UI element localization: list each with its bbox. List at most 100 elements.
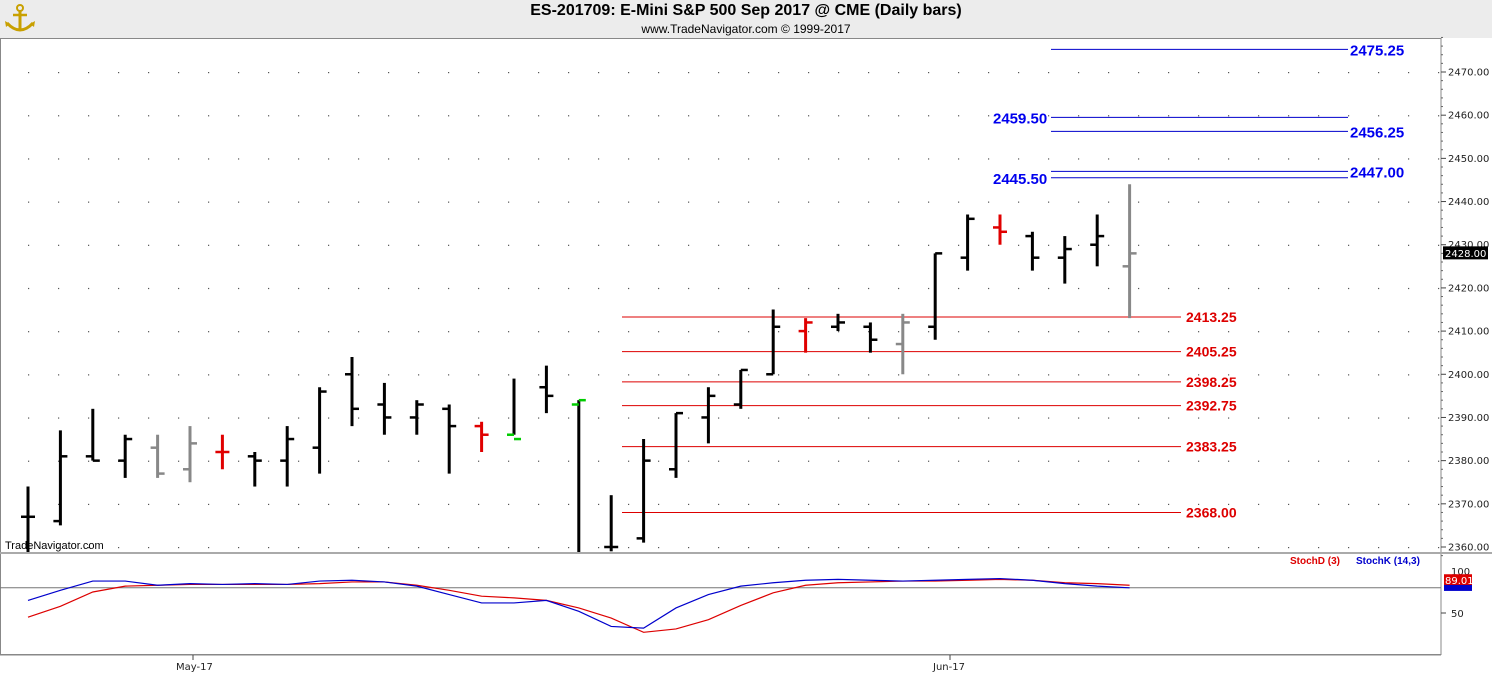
grid-dot [628,287,630,290]
grid-dot [208,287,210,290]
grid-dot [508,115,510,117]
grid-dot [388,244,390,246]
grid-dot [898,547,900,549]
grid-dot [808,374,810,376]
grid-dot [1378,547,1380,549]
grid-dot [208,547,210,549]
grid-dot [1228,331,1230,333]
grid-dot [478,158,480,160]
grid-dot [1408,244,1410,246]
grid-dot [1168,244,1170,246]
grid-dot [298,244,300,246]
grid-dot [1228,460,1230,462]
grid-dot [1318,460,1320,462]
ohlc-bar [118,434,133,478]
grid-dot [178,115,180,117]
grid-dot [598,244,600,246]
grid-dot [478,72,480,74]
grid-dot [1138,244,1140,246]
grid-dot [1018,72,1020,74]
grid-dot [1228,201,1230,203]
grid-dot [58,374,60,376]
grid-dot [988,201,990,203]
grid-dot [658,331,660,333]
grid-dot [478,417,480,419]
grid-dot [28,374,30,376]
grid-dot [778,460,780,462]
grid-dot [1228,72,1230,74]
grid-dot [1348,115,1350,117]
grid-dot [718,158,720,160]
grid-dot [718,244,720,246]
grid-dot [748,158,750,160]
grid-dot [358,201,360,203]
grid-dot [928,115,930,117]
grid-dot [1108,72,1110,74]
grid-dot [208,374,210,376]
ohlc-bar [442,404,457,474]
grid-dot [1348,547,1350,549]
grid-dot [1318,331,1320,333]
grid-dot [268,331,270,333]
grid-dot [1408,158,1410,160]
grid-dot [1048,331,1050,333]
grid-dot [568,417,570,419]
grid-dot [178,331,180,333]
grid-dot [28,460,30,462]
grid-dot [778,244,780,246]
grid-dot [868,547,870,549]
anchor-logo-icon [5,4,35,32]
grid-dot [238,417,240,419]
grid-dot [868,72,870,74]
grid-dot [1318,374,1320,376]
grid-dot [718,287,720,290]
grid-dot [958,201,960,203]
grid-dot [1438,158,1440,160]
stoch-last-box-d [1444,574,1472,587]
grid-dot [1438,331,1440,333]
grid-dot [1048,460,1050,462]
grid-dot [298,331,300,333]
grid-dot [238,503,240,506]
level-label: 2392.75 [1186,398,1237,414]
x-axis-tick-label: Jun-17 [932,662,965,673]
grid-dot [1378,460,1380,462]
ohlc-bar [1057,236,1072,284]
grid-dot [1078,331,1080,333]
grid-dot [748,72,750,74]
grid-dot [598,287,600,290]
grid-dot [358,460,360,462]
grid-dot [328,503,330,506]
grid-dot [628,417,630,419]
grid-dot [1168,201,1170,203]
level-label: 2383.25 [1186,439,1237,455]
grid-dot [148,201,150,203]
grid-dot [1348,374,1350,376]
grid-dot [268,503,270,506]
grid-dot [1078,547,1080,549]
grid-dot [928,547,930,549]
grid-dot [1138,287,1140,290]
grid-dot [1108,158,1110,160]
grid-dot [238,72,240,74]
grid-dot [658,115,660,117]
grid-dot [448,201,450,203]
grid-dot [148,244,150,246]
level-label: 2456.25 [1350,124,1404,141]
grid-dot [1168,287,1170,290]
ohlc-bar [474,421,489,452]
grid-dot [1438,417,1440,419]
grid-dot [538,417,540,419]
grid-dot [688,374,690,376]
grid-dot [1258,287,1260,290]
grid-dot [178,417,180,419]
ohlc-bar [183,426,197,483]
grid-dot [418,115,420,117]
grid-dot [808,115,810,117]
grid-dot [628,244,630,246]
y-axis-tick-label: 2380.00 [1448,456,1489,467]
grid-dot [778,547,780,549]
grid-dot [928,201,930,203]
ohlc-bar [53,430,68,526]
ohlc-bar [669,411,683,478]
